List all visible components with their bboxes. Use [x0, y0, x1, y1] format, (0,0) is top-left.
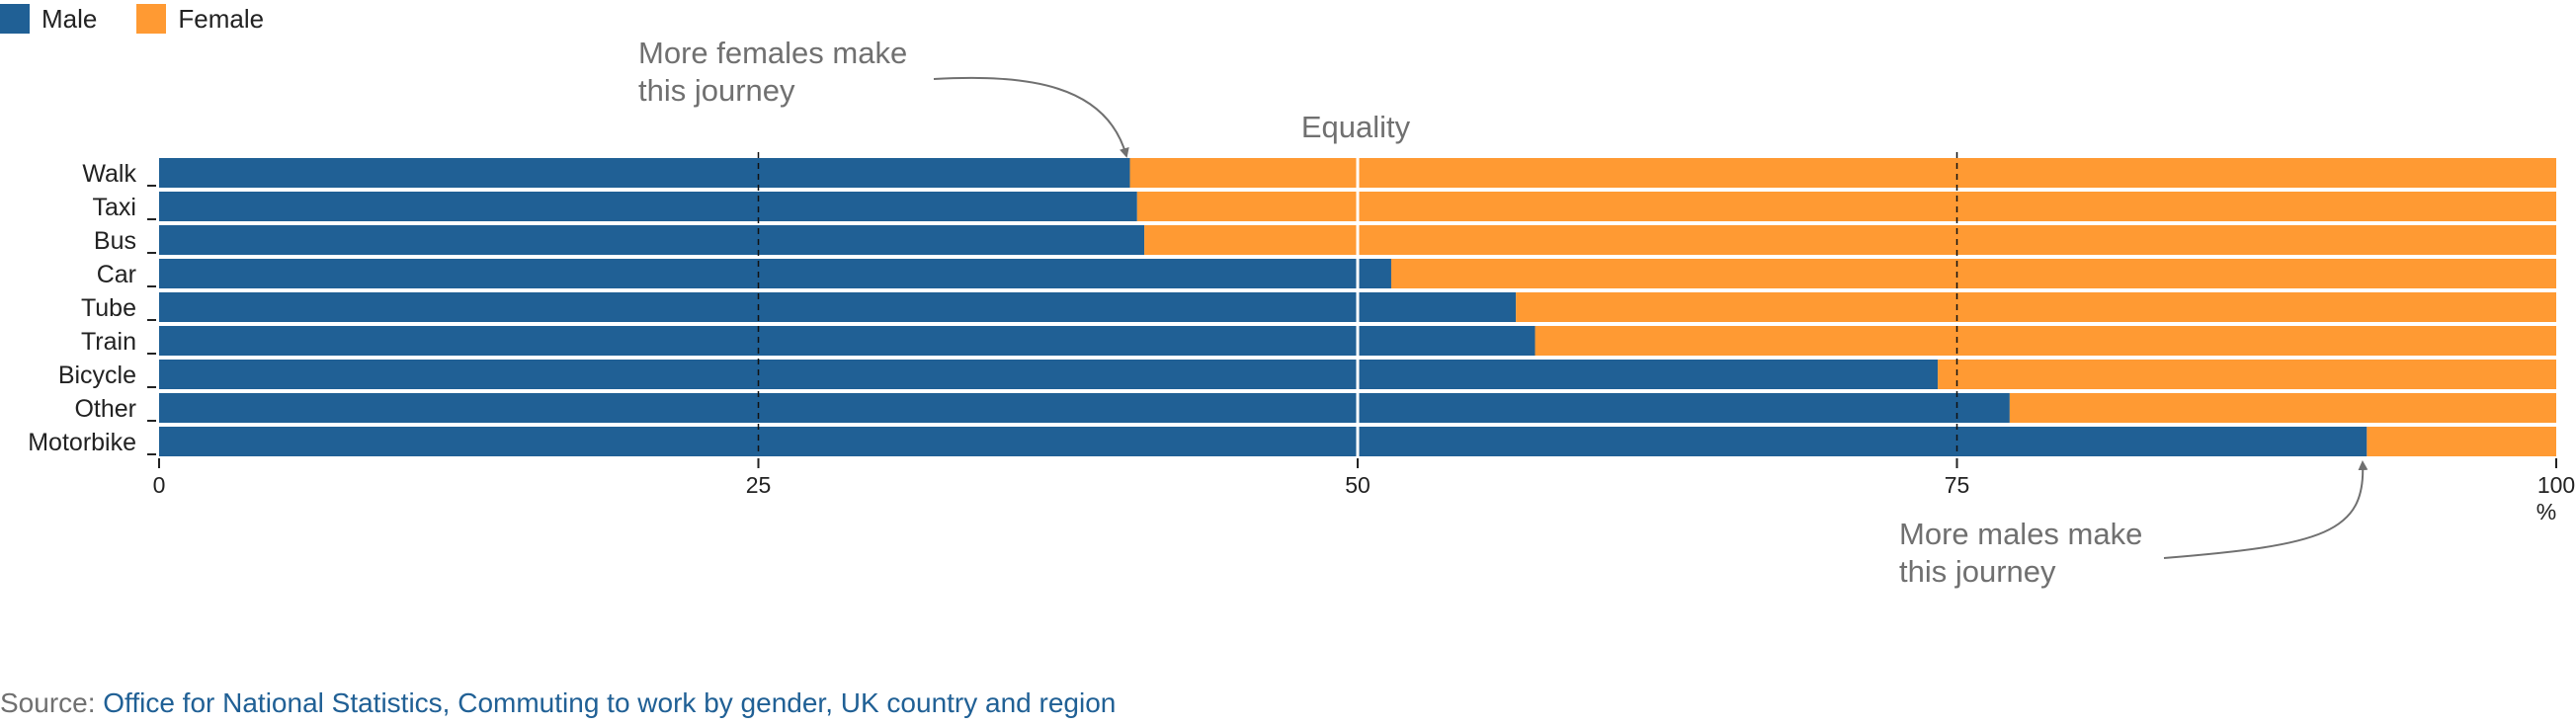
bar-female-tube[interactable] [1516, 292, 2556, 322]
x-tick-label-25: 25 [746, 472, 772, 498]
bar-female-motorbike[interactable] [2367, 427, 2556, 456]
source-note: Source: Office for National Statistics, … [0, 687, 1116, 719]
x-tick-label-50: 50 [1345, 472, 1371, 498]
males-annotation-line1: More males make [1899, 517, 2142, 551]
bar-male-motorbike[interactable] [159, 427, 2368, 456]
bar-male-bicycle[interactable] [159, 360, 1939, 389]
bar-male-train[interactable] [159, 326, 1536, 356]
source-link[interactable]: Office for National Statistics, Commutin… [103, 687, 1117, 718]
y-tick-label-train: Train [81, 328, 136, 356]
bar-female-bus[interactable] [1144, 225, 2556, 255]
stacked-bar-chart: Walk Taxi Bus Car Tube Train Bicycle Other Motor… [28, 36, 2575, 589]
legend-label-female: Female [178, 3, 265, 34]
y-tick-label-bicycle: Bicycle [58, 362, 136, 389]
source-prefix: Source: [0, 687, 104, 718]
females-annotation-line1: More females make [638, 36, 907, 70]
females-annotation-arrow [933, 76, 1129, 158]
gridlines-group [757, 152, 1958, 456]
y-tick-label-motorbike: Motorbike [28, 429, 136, 456]
bar-female-walk[interactable] [1129, 158, 2556, 188]
males-annotation-arrow [2163, 460, 2368, 559]
y-tick-label-tube: Tube [81, 294, 136, 322]
bar-female-car[interactable] [1390, 259, 2556, 288]
x-axis: 0 25 50 75 100% [153, 458, 2575, 524]
bar-female-other[interactable] [2009, 393, 2556, 423]
y-tick-label-car: Car [97, 261, 136, 288]
legend: Male Female [0, 0, 303, 38]
legend-swatch-female [136, 4, 167, 34]
males-annotation-line2: this journey [1899, 554, 2056, 589]
bar-female-taxi[interactable] [1136, 192, 2556, 221]
bar-female-bicycle[interactable] [1938, 360, 2556, 389]
x-unit-label: % [2536, 499, 2556, 524]
legend-item-male[interactable]: Male [0, 4, 97, 35]
y-tick-label-other: Other [74, 395, 136, 423]
bar-female-train[interactable] [1535, 326, 2556, 356]
legend-swatch-male [0, 4, 30, 34]
y-axis: Walk Taxi Bus Car Tube Train Bicycle Other Motor… [28, 160, 156, 456]
y-tick-label-bus: Bus [94, 227, 136, 255]
females-annotation-line2: this journey [638, 73, 795, 108]
y-tick-label-walk: Walk [82, 160, 136, 188]
bars-group [159, 158, 2556, 456]
bar-male-bus[interactable] [159, 225, 1145, 255]
legend-label-male: Male [42, 3, 98, 34]
bar-male-car[interactable] [159, 259, 1391, 288]
legend-item-female[interactable]: Female [136, 4, 264, 35]
x-tick-label-0: 0 [153, 472, 166, 498]
bar-male-taxi[interactable] [159, 192, 1137, 221]
x-tick-label-75: 75 [1945, 472, 1970, 498]
bar-male-walk[interactable] [159, 158, 1130, 188]
bar-male-other[interactable] [159, 393, 2010, 423]
y-tick-label-taxi: Taxi [93, 194, 136, 221]
bar-male-tube[interactable] [159, 292, 1517, 322]
x-tick-label-100: 100 [2537, 472, 2575, 498]
equality-label: Equality [1301, 110, 1411, 144]
